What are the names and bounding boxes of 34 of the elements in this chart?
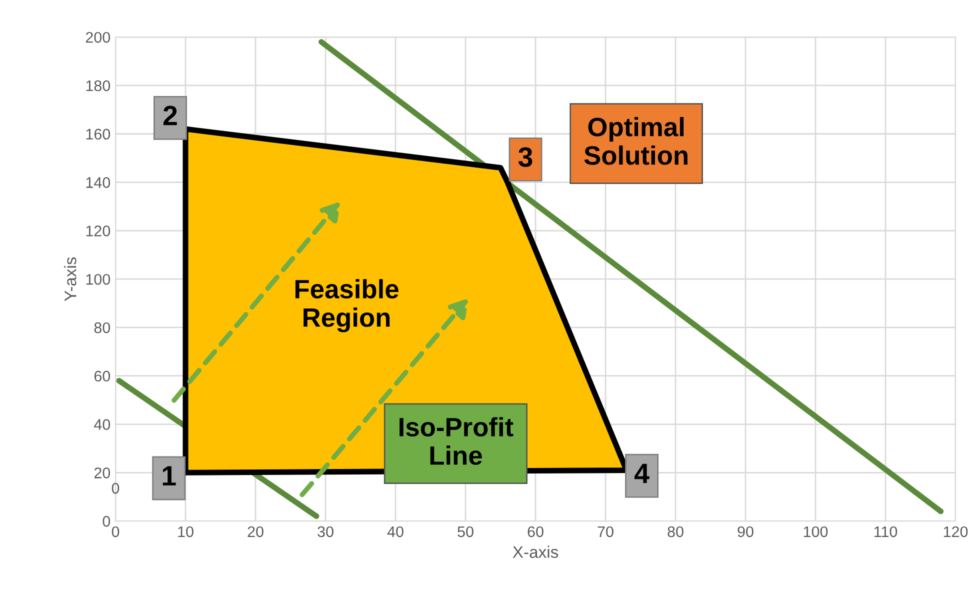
x-tick-label: 110	[874, 526, 898, 538]
x-tick-label: 10	[178, 526, 194, 538]
x-tick-label: 100	[804, 526, 828, 538]
y-tick-label: 160	[86, 128, 110, 140]
y-tick-label: 140	[86, 177, 110, 188]
x-tick-label: 120	[944, 526, 968, 538]
annotation: 1	[162, 466, 176, 486]
annotation: 3	[518, 147, 532, 167]
y-tick-label: 120	[86, 226, 110, 236]
y-tick-label: 60	[94, 370, 110, 382]
annotation: Feasible Region	[295, 279, 398, 332]
annotation: Iso-Profit Line	[400, 417, 514, 465]
y-tick-label: 80	[94, 322, 110, 334]
x-tick-label: 60	[528, 526, 544, 538]
y-tick-label: 100	[86, 274, 110, 285]
annotation: 0	[112, 482, 120, 494]
x-tick-label: 0	[112, 526, 120, 538]
y-tick-label: 20	[94, 468, 110, 478]
x-tick-label: 70	[598, 526, 614, 538]
y-tick-label: 200	[86, 32, 110, 43]
annotation: 2	[163, 106, 177, 126]
x-tick-label: 30	[318, 526, 334, 538]
y-tick-label: 40	[94, 419, 110, 430]
x-tick-label: 80	[668, 526, 684, 538]
x-tick-label: 40	[387, 526, 404, 538]
x-tick-label: 50	[458, 526, 474, 538]
y-axis-title: Y-axis	[64, 257, 76, 302]
annotation: Optimal Solution	[584, 117, 688, 165]
x-tick-label: 90	[738, 526, 754, 538]
y-tick-label: 0	[102, 516, 110, 527]
y-tick-label: 180	[86, 80, 110, 92]
x-tick-label: 20	[248, 526, 264, 538]
x-axis-title: X-axis	[512, 546, 558, 558]
annotation: 4	[634, 464, 650, 483]
